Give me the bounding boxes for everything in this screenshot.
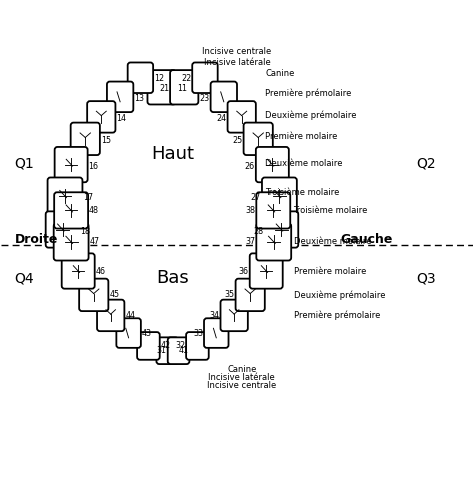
Text: 22: 22: [181, 74, 191, 84]
Text: 37: 37: [245, 238, 255, 246]
Text: 35: 35: [225, 290, 235, 300]
Text: 45: 45: [109, 290, 119, 300]
FancyBboxPatch shape: [236, 279, 265, 311]
FancyBboxPatch shape: [117, 318, 141, 348]
Text: 23: 23: [200, 94, 210, 103]
Text: 15: 15: [101, 136, 111, 144]
FancyBboxPatch shape: [147, 70, 176, 105]
FancyBboxPatch shape: [107, 82, 133, 112]
FancyBboxPatch shape: [220, 300, 248, 331]
Text: 33: 33: [193, 328, 203, 337]
FancyBboxPatch shape: [256, 223, 291, 261]
Text: 26: 26: [245, 162, 255, 170]
Text: Deuxième prémolaire: Deuxième prémolaire: [265, 110, 357, 120]
FancyBboxPatch shape: [204, 318, 228, 348]
Text: Incisive centrale: Incisive centrale: [207, 381, 276, 390]
FancyBboxPatch shape: [256, 192, 290, 228]
FancyBboxPatch shape: [186, 332, 209, 360]
FancyBboxPatch shape: [210, 82, 237, 112]
FancyBboxPatch shape: [256, 147, 289, 182]
Text: Première molaire: Première molaire: [293, 266, 366, 276]
Text: 25: 25: [232, 136, 243, 144]
Text: Canine: Canine: [265, 70, 295, 78]
Text: Haut: Haut: [151, 145, 194, 163]
FancyBboxPatch shape: [79, 279, 109, 311]
Text: Deuxième prémolaire: Deuxième prémolaire: [293, 290, 385, 300]
Text: Troisième molaire: Troisième molaire: [265, 188, 340, 197]
Text: 18: 18: [81, 227, 91, 236]
FancyBboxPatch shape: [87, 101, 116, 132]
FancyBboxPatch shape: [156, 337, 178, 364]
Text: Q3: Q3: [416, 271, 436, 285]
Text: Troisième molaire: Troisième molaire: [293, 206, 368, 215]
Text: 43: 43: [142, 328, 152, 337]
FancyBboxPatch shape: [137, 332, 160, 360]
FancyBboxPatch shape: [62, 253, 95, 288]
FancyBboxPatch shape: [71, 122, 100, 155]
Text: Deuxième molaire: Deuxième molaire: [265, 159, 343, 168]
Text: Canine: Canine: [227, 365, 256, 374]
Text: Deuxième molaire: Deuxième molaire: [293, 238, 371, 246]
Text: 48: 48: [89, 206, 99, 215]
FancyBboxPatch shape: [250, 253, 283, 288]
Text: 16: 16: [89, 162, 99, 170]
Text: 11: 11: [177, 84, 187, 93]
FancyBboxPatch shape: [47, 178, 82, 215]
FancyBboxPatch shape: [262, 178, 297, 215]
Text: 27: 27: [251, 193, 261, 202]
FancyBboxPatch shape: [168, 337, 190, 364]
FancyBboxPatch shape: [192, 62, 218, 93]
Text: 46: 46: [96, 266, 106, 276]
Text: Première prémolaire: Première prémolaire: [265, 88, 352, 98]
Text: Gauche: Gauche: [341, 233, 393, 247]
Text: 44: 44: [125, 311, 135, 320]
FancyBboxPatch shape: [97, 300, 124, 331]
FancyBboxPatch shape: [128, 62, 153, 93]
Text: 28: 28: [253, 227, 264, 236]
Text: 13: 13: [134, 94, 144, 103]
FancyBboxPatch shape: [54, 192, 88, 228]
FancyBboxPatch shape: [54, 223, 89, 261]
FancyBboxPatch shape: [244, 122, 273, 155]
Text: 47: 47: [90, 238, 100, 246]
Text: 24: 24: [217, 114, 227, 123]
Text: 31: 31: [157, 346, 167, 355]
Text: 38: 38: [246, 206, 255, 215]
Text: Bas: Bas: [156, 269, 189, 287]
FancyBboxPatch shape: [228, 101, 256, 132]
Text: 17: 17: [83, 193, 93, 202]
Text: Q2: Q2: [416, 156, 436, 171]
Text: Incisive latérale: Incisive latérale: [209, 373, 275, 382]
FancyBboxPatch shape: [46, 211, 80, 248]
Text: Première prémolaire: Première prémolaire: [293, 311, 380, 320]
Text: 32: 32: [175, 341, 185, 350]
Text: 36: 36: [239, 266, 249, 276]
Text: Incisive latérale: Incisive latérale: [204, 58, 270, 67]
Text: Q1: Q1: [15, 156, 34, 171]
FancyBboxPatch shape: [55, 147, 88, 182]
Text: Q4: Q4: [15, 271, 34, 285]
Text: Incisive centrale: Incisive centrale: [202, 47, 272, 56]
Text: 42: 42: [161, 341, 171, 350]
Text: 14: 14: [117, 114, 127, 123]
Text: 21: 21: [159, 84, 169, 93]
Text: Droite: Droite: [15, 233, 58, 247]
FancyBboxPatch shape: [264, 211, 298, 248]
FancyBboxPatch shape: [170, 70, 198, 105]
Text: Première molaire: Première molaire: [265, 132, 337, 142]
Text: 12: 12: [154, 74, 164, 84]
Text: 34: 34: [210, 311, 219, 320]
Text: 41: 41: [179, 346, 189, 355]
